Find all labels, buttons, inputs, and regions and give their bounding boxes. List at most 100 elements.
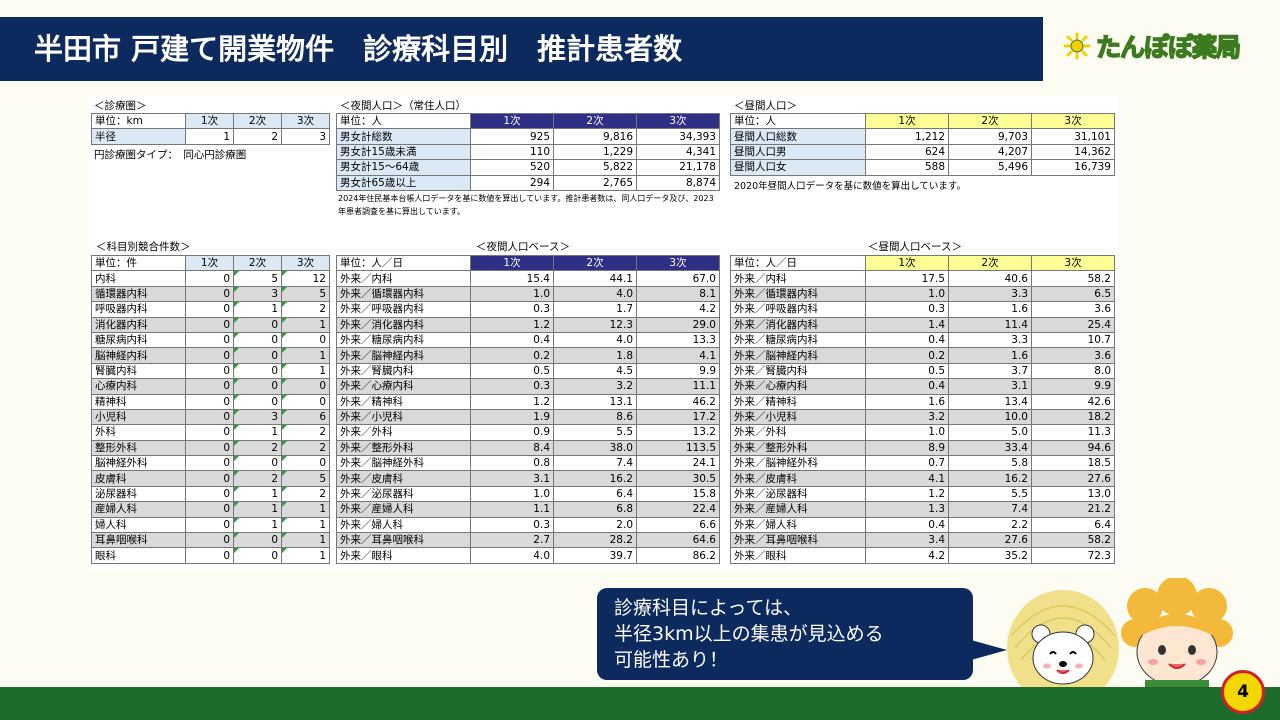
column-header: 2次 [233,254,282,272]
cell-value: 1.6 [865,393,949,410]
unit-label: 単位：人／日 [336,254,471,272]
row-label: 外来／糖尿病内科 [336,331,471,349]
cell-value: 1 [281,347,330,364]
cell-value: 46.2 [636,393,720,410]
row-label: 外科 [91,424,186,441]
table-row: 外来／心療内科 0.4 3.1 9.9 [730,378,1115,395]
cell-value: 2.2 [948,516,1032,534]
table-row: 脳神経外科 0 0 0 [91,455,330,472]
cell-value: 0 [281,455,330,472]
callout-line-3: 可能性あり！ [614,649,729,671]
cell-value: 0 [233,547,282,564]
table-row: 外来／耳鼻咽喉科 3.4 27.6 58.2 [730,532,1115,549]
cell-value: 1 [281,532,330,549]
column-header: 3次 [281,112,330,130]
row-label: 外来／心療内科 [730,378,866,395]
table-row: 外科 0 1 2 [91,424,330,441]
header-row: 単位：km 1次 2次 3次 [91,112,330,130]
cell-value: 1.3 [865,501,949,518]
cell-value: 4,341 [636,143,720,161]
cell-value: 4.1 [865,470,949,487]
night-pop-note-line1: 2024年住民基本台帳人口データを基に数値を算出しています。推計患者数は、同人口… [338,194,714,203]
cell-value: 1 [281,362,330,380]
cell-value: 0 [185,316,234,333]
cell-value: 4.0 [553,285,637,303]
cell-value: 0 [281,393,330,410]
cell-value: 624 [865,143,949,161]
cell-value: 9,703 [948,128,1032,145]
unit-label: 単位：件 [91,254,186,272]
cell-value: 33.4 [948,439,1032,457]
cell-value: 8.4 [470,439,554,457]
mascot-illustration [1007,578,1233,690]
table-row: 内科 0 5 12 [91,270,330,287]
cell-value: 5.5 [948,485,1032,503]
column-header: 2次 [233,112,282,130]
table-row: 外来／小児科 3.2 10.0 18.2 [730,408,1115,426]
cell-value: 7.4 [553,455,637,472]
table-row: 外来／皮膚科 3.1 16.2 30.5 [336,470,720,487]
night-base-table: 単位：人／日 1次 2次 3次 外来／内科 15.4 44.1 67.0 外来／循環器内科 1.0… [336,254,720,564]
column-header: 3次 [636,254,720,272]
day-pop-caption: ＜昼間人口＞ [734,100,797,112]
cell-value: 1.1 [470,501,554,518]
column-header: 3次 [281,254,330,272]
bear-mascot [1007,590,1119,690]
table-row: 外来／耳鼻咽喉科 2.7 28.2 64.6 [336,532,720,549]
cell-value: 58.2 [1031,532,1115,549]
table-row: 外来／脳神経外科 0.7 5.8 18.5 [730,455,1115,472]
cell-value: 15.4 [470,270,554,287]
row-label: 皮膚科 [91,470,186,487]
cell-value: 58.2 [1031,270,1115,287]
cell-value: 1 [185,128,234,145]
table-row: 眼科 0 0 1 [91,547,330,564]
cell-value: 35.2 [948,547,1032,564]
row-label: 男女計65歳以上 [336,174,471,191]
cell-value: 1.2 [865,485,949,503]
cell-value: 0.8 [470,455,554,472]
row-label: 外来／脳神経内科 [730,347,866,364]
table-row: 昼間人口総数 1,212 9,703 31,101 [730,128,1115,145]
table-row: 外来／婦人科 0.3 2.0 6.6 [336,516,720,534]
cell-value: 72.3 [1031,547,1115,564]
cell-value: 3.7 [948,362,1032,380]
unit-label: 単位：人／日 [730,254,866,272]
column-header: 1次 [185,254,234,272]
cell-value: 0 [185,547,234,564]
row-label: 外来／内科 [730,270,866,287]
column-header: 3次 [1031,112,1115,130]
table-row: 糖尿病内科 0 0 0 [91,331,330,349]
cell-value: 39.7 [553,547,637,564]
cell-value: 0 [185,424,234,441]
row-label: 外来／脳神経外科 [730,455,866,472]
cell-value: 17.2 [636,408,720,426]
cell-value: 0.2 [470,347,554,364]
row-label: 糖尿病内科 [91,331,186,349]
cell-value: 1.9 [470,408,554,426]
table-row: 外来／小児科 1.9 8.6 17.2 [336,408,720,426]
cell-value: 8.1 [636,285,720,303]
cell-value: 0.4 [865,516,949,534]
row-label: 精神科 [91,393,186,410]
cell-value: 0 [185,439,234,457]
row-label: 外来／循環器内科 [336,285,471,303]
night-pop-table: 単位：人 1次 2次 3次 男女計総数 925 9,816 34,393 男女計15歳未満 110… [336,112,720,191]
cell-value: 3.1 [470,470,554,487]
table-row: 昼間人口女 588 5,496 16,739 [730,159,1115,176]
cell-value: 15.8 [636,485,720,503]
row-label: 泌尿器科 [91,485,186,503]
column-header: 2次 [948,112,1032,130]
area-type-label: 円診療圏タイプ： 同心円診療圏 [94,149,247,161]
row-label: 脳神経外科 [91,455,186,472]
table-row: 腎臓内科 0 0 1 [91,362,330,380]
row-label: 外来／脳神経内科 [336,347,471,364]
cell-value: 13.2 [636,424,720,441]
row-label: 産婦人科 [91,501,186,518]
row-label: 外来／内科 [336,270,471,287]
cell-value: 0 [185,285,234,303]
cell-value: 0 [185,532,234,549]
cell-value: 0 [233,378,282,395]
table-row: 外来／整形外科 8.4 38.0 113.5 [336,439,720,457]
callout-tail [971,640,1007,660]
cell-value: 4.0 [470,547,554,564]
